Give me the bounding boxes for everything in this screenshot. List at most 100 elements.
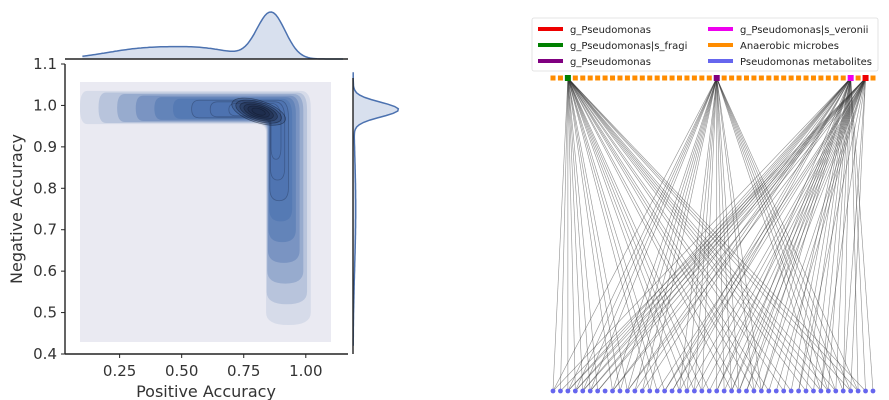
network-legend: g_Pseudomonas g_Pseudomonas|s_veronii g_… (531, 17, 879, 72)
pseudomonas-hub-node (564, 75, 571, 81)
anaerobic-microbe-node (833, 75, 839, 81)
x-tick-label: 0.25 (103, 362, 136, 380)
anaerobic-microbe-node (572, 75, 578, 81)
anaerobic-microbe-node (729, 75, 735, 81)
metabolite-node (587, 388, 593, 394)
metabolite-node (602, 388, 608, 394)
y-tick-label: 0.8 (33, 179, 57, 197)
network-edge (686, 77, 866, 392)
y-tick-label: 0.7 (33, 221, 57, 239)
legend-entry: g_Pseudomonas|s_veronii (708, 25, 868, 36)
x-tick-labels: 0.25 0.50 0.75 1.00 (103, 354, 323, 380)
network-edge (828, 77, 851, 392)
top-marginal-fill (82, 12, 344, 59)
anaerobic-microbe-node (617, 75, 623, 81)
anaerobic-microbe-node (766, 75, 772, 81)
legend-label: g_Pseudomonas|s_fragi (570, 41, 687, 52)
anaerobic-microbe-node (580, 75, 586, 81)
anaerobic-microbe-node (610, 75, 616, 81)
metabolite-node (632, 388, 638, 394)
anaerobic-microbe-node (803, 75, 809, 81)
network-edge (612, 77, 866, 392)
network-edge (582, 77, 866, 392)
network-edge (567, 77, 688, 392)
network-edge (731, 77, 866, 392)
legend-entry: g_Pseudomonas (538, 57, 651, 68)
anaerobic-microbe-node (743, 75, 749, 81)
network-edge (589, 77, 866, 392)
network-edge (567, 77, 710, 392)
metabolite-node (580, 388, 586, 394)
metabolite-node (863, 388, 868, 394)
y-tick-label: 0.9 (33, 138, 57, 156)
network-edge (582, 77, 717, 392)
anaerobic-microbe-node (691, 75, 697, 81)
x-tick-label: 1.00 (289, 362, 322, 380)
anaerobic-microbe-node (595, 75, 601, 81)
network-edge (850, 77, 866, 392)
anaerobic-microbe-node (550, 75, 556, 81)
metabolite-node (736, 388, 742, 394)
metabolite-node (751, 388, 757, 394)
anaerobic-microbe-node (699, 75, 705, 81)
network-edges (552, 77, 874, 392)
right-marginal-line (352, 72, 400, 346)
metabolite-node (572, 388, 578, 394)
anaerobic-microbe-node (624, 75, 630, 81)
metabolite-node (788, 388, 794, 394)
y-tick-label: 1.1 (33, 55, 57, 73)
anaerobic-microbe-node (587, 75, 593, 81)
legend-label: Anaerobic microbes (740, 41, 839, 52)
metabolite-node (662, 388, 668, 394)
anaerobic-microbe-node (751, 75, 757, 81)
x-axis-label: Positive Accuracy (136, 382, 276, 400)
network-edge (567, 77, 598, 392)
bottom-node-row (550, 388, 876, 394)
pseudomonas-hub-node (713, 75, 720, 81)
metabolite-node (714, 388, 720, 394)
anaerobic-microbe-node (788, 75, 794, 81)
metabolite-node (855, 388, 861, 394)
network-edge (842, 77, 866, 392)
x-tick-label: 0.75 (227, 362, 260, 380)
metabolite-node (669, 388, 675, 394)
anaerobic-microbe-node (662, 75, 668, 81)
metabolite-node (625, 388, 630, 394)
metabolite-node (617, 388, 623, 394)
network-edge (634, 77, 718, 392)
anaerobic-microbe-node (796, 75, 802, 81)
network-edge (775, 77, 866, 392)
network-edge (597, 77, 866, 392)
network-edge (798, 77, 866, 392)
metabolite-node (744, 388, 749, 394)
network-edge (560, 77, 866, 392)
network-edge (634, 77, 851, 392)
anaerobic-microbe-node (810, 75, 816, 81)
network-edge (552, 77, 851, 392)
legend-entry: g_Pseudomonas|s_fragi (538, 41, 687, 52)
anaerobic-microbe-node (818, 75, 824, 81)
y-tick-labels: 0.4 0.5 0.6 0.7 0.8 0.9 1.0 1.1 (33, 55, 65, 363)
legend-entry: g_Pseudomonas (538, 25, 651, 36)
anaerobic-microbe-node (602, 75, 608, 81)
network-edge (627, 77, 866, 392)
metabolite-node (781, 388, 787, 394)
y-tick-label: 0.4 (33, 345, 57, 363)
network-edge (850, 77, 874, 392)
metabolite-node (773, 388, 779, 394)
legend-label: g_Pseudomonas (570, 25, 651, 36)
legend-entry: Pseudomonas metabolites (708, 57, 872, 68)
network-edge (679, 77, 718, 392)
metabolite-node (803, 388, 809, 394)
network-edge (709, 77, 866, 392)
network-edge (694, 77, 866, 392)
kde-core-contour (251, 107, 266, 116)
metabolite-node (818, 388, 824, 394)
y-tick-label: 0.5 (33, 304, 57, 322)
network-edge (738, 77, 866, 392)
network-edge (656, 77, 866, 392)
network-edge (716, 77, 866, 392)
network-edge (820, 77, 866, 392)
y-tick-label: 1.0 (33, 96, 57, 114)
